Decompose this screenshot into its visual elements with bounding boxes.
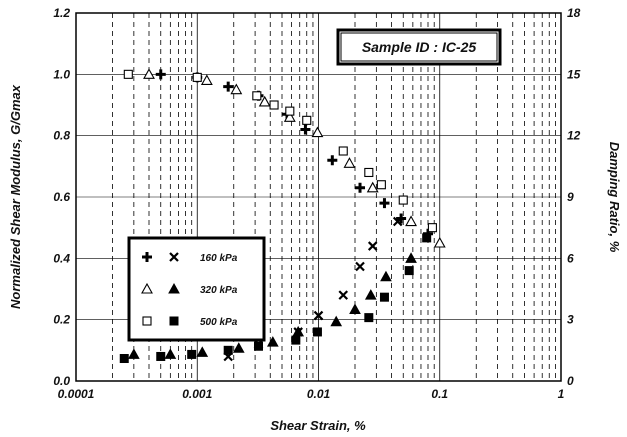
x-axis-ticks: 0.0001 0.001 0.01 0.1 1 [58,387,565,401]
y-tick-label: 1.2 [53,6,70,20]
data-point-square-open [252,91,262,101]
data-point-triangle-filled [266,336,279,347]
data-point-triangle-filled [330,315,343,327]
legend-marker-cross [169,252,179,262]
data-point-triangle-open [200,74,213,86]
data-point-cross [367,241,378,251]
legend: 160 kPa 320 kPa 500 kPa [127,236,266,342]
legend-label: 500 kPa [200,317,238,328]
sample-id-box: Sample ID : IC-25 [336,28,502,66]
data-point-cross [338,290,349,300]
data-point-square-filled [119,354,129,364]
data-point-plus [379,198,390,209]
data-point-square-open [398,195,408,205]
plot-frame [75,12,562,382]
legend-label: 320 kPa [200,285,238,296]
x-axis-title: Shear Strain, % [270,418,366,433]
x-tick-label: 0.001 [182,387,212,401]
data-point-triangle-open [258,95,271,107]
data-point-triangle-filled [364,289,377,300]
y2-axis-title: Damping Ratio, % [607,142,622,253]
data-point-triangle-open [366,181,379,193]
data-point-triangle-filled [405,252,417,263]
legend-marker-triangle-filled [168,282,180,294]
data-point-triangle-filled [196,346,209,357]
legend-marker-triangle-open [141,282,153,294]
data-point-triangle-open [311,126,324,138]
data-point-square-filled [156,351,166,361]
y-tick-label: 0.6 [53,190,70,204]
data-point-plus [327,155,338,166]
data-point-square-open [285,106,295,116]
data-point-square-filled [291,335,301,345]
data-point-square-filled [422,233,432,243]
data-point-triangle-filled [380,270,392,282]
data-point-cross [355,261,365,272]
data-point-square-filled [187,349,197,359]
data-points [119,68,446,364]
x-tick-label: 0.1 [431,387,448,401]
data-point-triangle-filled [164,348,177,359]
data-point-square-filled [364,313,374,323]
data-point-cross [392,216,403,227]
data-point-square-filled [312,327,322,337]
y2-tick-label: 12 [567,129,581,143]
legend-marker-plus [142,252,152,262]
data-point-square-open [338,146,348,156]
data-point-triangle-filled [128,348,140,359]
data-point-square-filled [379,292,389,302]
legend-marker-square-filled [169,316,179,326]
y-tick-label: 0.2 [53,313,70,327]
data-point-plus [355,182,366,193]
x-tick-label: 0.01 [307,387,331,401]
sample-id-label: Sample ID : IC-25 [362,39,477,55]
data-point-triangle-filled [232,342,245,353]
data-point-square-open [192,72,202,82]
data-point-triangle-open [405,215,418,227]
x-tick-label: 1 [558,387,565,401]
y2-tick-label: 9 [567,190,574,204]
y-axis-title: Normalized Shear Modulus, G/Gmax [8,84,23,309]
legend-marker-square-open [142,316,152,326]
y2-axis-ticks: 0 3 6 9 12 15 18 [567,6,581,388]
data-point-cross [313,310,324,321]
y-tick-label: 1.0 [53,67,70,81]
data-point-square-filled [223,345,233,355]
data-point-square-open [123,69,133,79]
data-point-square-open [427,223,437,233]
y2-tick-label: 18 [567,6,581,20]
data-point-plus [155,69,166,80]
y-axis-ticks: 0.0 0.2 0.4 0.6 0.8 1.0 1.2 [53,6,70,388]
data-point-square-open [269,100,279,110]
y2-tick-label: 3 [567,313,574,327]
data-point-triangle-filled [349,303,361,314]
data-point-triangle-open [143,68,155,79]
data-point-square-open [364,167,374,178]
data-point-plus [223,81,234,92]
legend-label: 160 kPa [200,253,238,264]
y2-tick-label: 0 [567,374,574,388]
x-tick-label: 0.0001 [58,387,95,401]
y-tick-label: 0.8 [53,129,70,143]
data-point-triangle-open [230,83,243,95]
data-point-triangle-open [433,236,446,248]
data-point-square-filled [404,266,414,276]
data-point-triangle-open [343,157,356,168]
data-point-square-open [376,180,386,190]
data-point-triangle-open [283,111,296,122]
y-tick-label: 0.0 [53,374,70,388]
y-tick-label: 0.4 [53,251,70,265]
data-point-square-filled [253,341,263,351]
y2-tick-label: 6 [567,251,574,265]
data-point-plus [300,124,311,135]
data-point-square-open [302,115,312,125]
y2-tick-label: 15 [567,67,581,81]
